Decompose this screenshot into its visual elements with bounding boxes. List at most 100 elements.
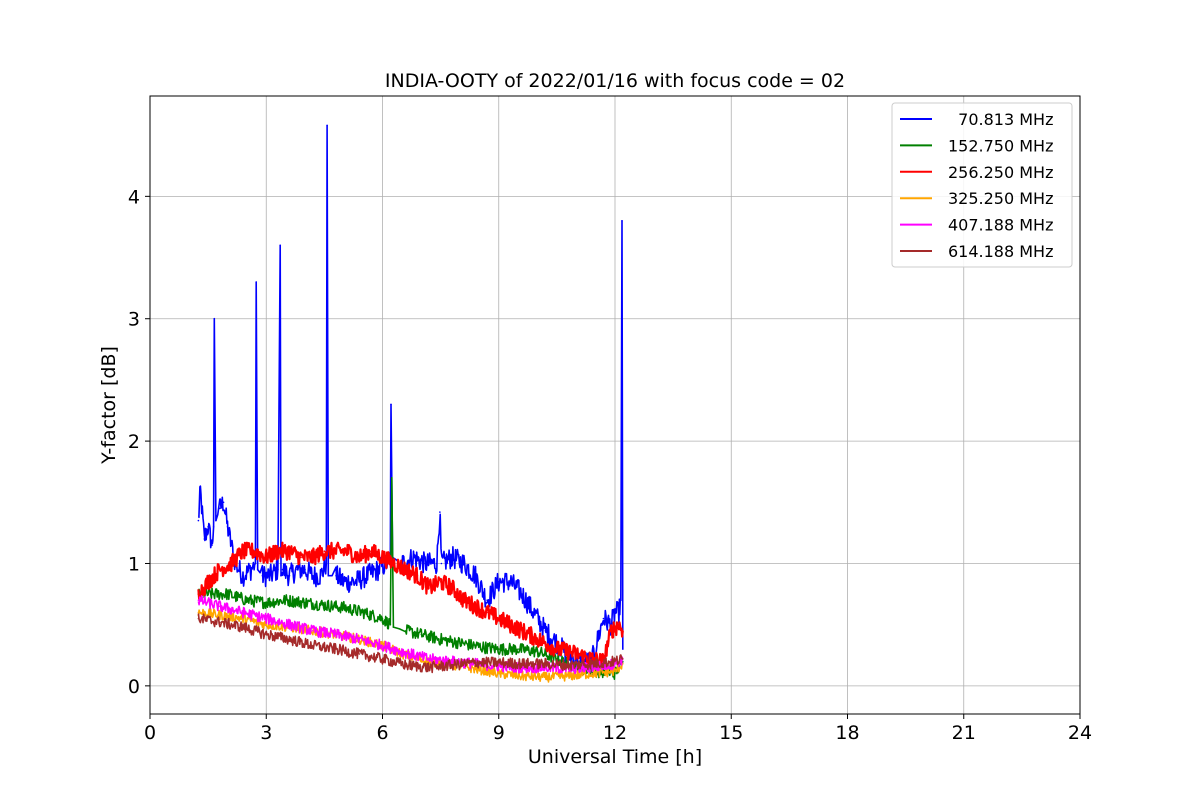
data-point	[381, 556, 384, 559]
data-point	[509, 581, 512, 583]
data-point	[327, 574, 330, 577]
series-line	[197, 541, 624, 669]
data-point	[544, 676, 547, 679]
data-point	[618, 623, 620, 626]
data-point	[288, 623, 291, 626]
data-point	[280, 574, 282, 577]
data-point	[212, 526, 215, 528]
data-point	[211, 544, 213, 546]
data-point	[459, 642, 461, 644]
data-point	[567, 675, 570, 677]
data-point	[242, 626, 244, 628]
data-point	[335, 633, 337, 636]
data-point	[532, 636, 535, 638]
data-point	[621, 220, 623, 222]
x-tick-label: 18	[835, 722, 859, 744]
data-point	[486, 611, 488, 614]
data-point	[463, 599, 465, 601]
y-tick-label: 0	[128, 676, 140, 698]
data-point	[346, 550, 349, 552]
data-point	[498, 617, 500, 620]
data-point	[392, 626, 395, 628]
data-point	[197, 611, 200, 614]
data-point	[358, 638, 361, 641]
data-point	[265, 633, 268, 636]
data-point	[439, 581, 442, 583]
data-point	[219, 614, 221, 616]
data-point	[579, 654, 581, 657]
legend-label: 70.813 MHz	[948, 110, 1053, 129]
series-line	[198, 124, 624, 673]
data-point	[250, 568, 252, 571]
data-point	[219, 568, 221, 571]
data-point	[296, 568, 299, 571]
data-point	[370, 550, 372, 552]
data-point	[255, 281, 257, 283]
data-point	[532, 611, 535, 614]
data-point	[312, 574, 314, 577]
x-tick-label: 12	[603, 722, 627, 744]
x-tick-label: 15	[719, 722, 743, 744]
data-point	[622, 630, 624, 632]
data-point	[544, 630, 547, 632]
data-point	[207, 581, 209, 583]
data-point	[277, 550, 279, 552]
data-point	[567, 650, 570, 653]
data-point	[288, 638, 291, 641]
legend: 70.813 MHz 152.750 MHz 256.250 MHz 325.250 …	[891, 102, 1073, 268]
data-point	[343, 581, 345, 583]
data-point	[474, 667, 477, 670]
legend-box	[891, 102, 1073, 268]
data-point	[207, 526, 209, 528]
data-point	[197, 519, 200, 522]
data-point	[439, 638, 442, 641]
data-point	[474, 661, 477, 664]
data-point	[323, 604, 326, 606]
data-point	[451, 556, 454, 559]
data-point	[197, 617, 200, 620]
data-point	[284, 599, 287, 601]
data-point	[620, 599, 622, 601]
data-point	[517, 648, 519, 650]
data-point	[486, 599, 488, 601]
data-point	[335, 648, 337, 650]
data-point	[614, 611, 616, 614]
data-point	[389, 623, 392, 626]
data-point	[197, 599, 200, 601]
x-tick-label: 6	[376, 722, 388, 744]
x-tick-label: 21	[952, 722, 976, 744]
y-tick-label: 2	[128, 431, 140, 453]
data-point	[393, 562, 395, 565]
data-point	[498, 672, 500, 675]
data-point	[451, 660, 454, 663]
data-point	[288, 574, 291, 577]
data-point	[521, 593, 523, 595]
data-point	[242, 611, 244, 614]
y-axis-title: Y-factor [dB]	[98, 346, 120, 465]
data-point	[439, 511, 441, 513]
data-point	[362, 611, 364, 614]
data-point	[498, 665, 500, 668]
data-point	[222, 501, 225, 504]
data-point	[416, 574, 419, 577]
data-point	[213, 317, 216, 320]
data-point	[428, 658, 430, 660]
data-point	[614, 663, 616, 665]
data-point	[253, 550, 256, 552]
data-point	[219, 507, 221, 510]
legend-label: 152.750 MHz	[948, 136, 1053, 155]
data-point	[498, 581, 500, 583]
data-point	[478, 645, 481, 648]
data-point	[391, 477, 393, 479]
chart-title: INDIA-OOTY of 2022/01/16 with focus code…	[385, 70, 845, 92]
data-point	[254, 562, 257, 565]
data-point	[544, 663, 547, 665]
data-point	[242, 550, 244, 552]
series-layer	[197, 124, 624, 683]
data-point	[197, 593, 200, 595]
data-point	[354, 581, 357, 583]
x-tick-label: 24	[1068, 722, 1092, 744]
x-tick-label: 9	[493, 722, 505, 744]
